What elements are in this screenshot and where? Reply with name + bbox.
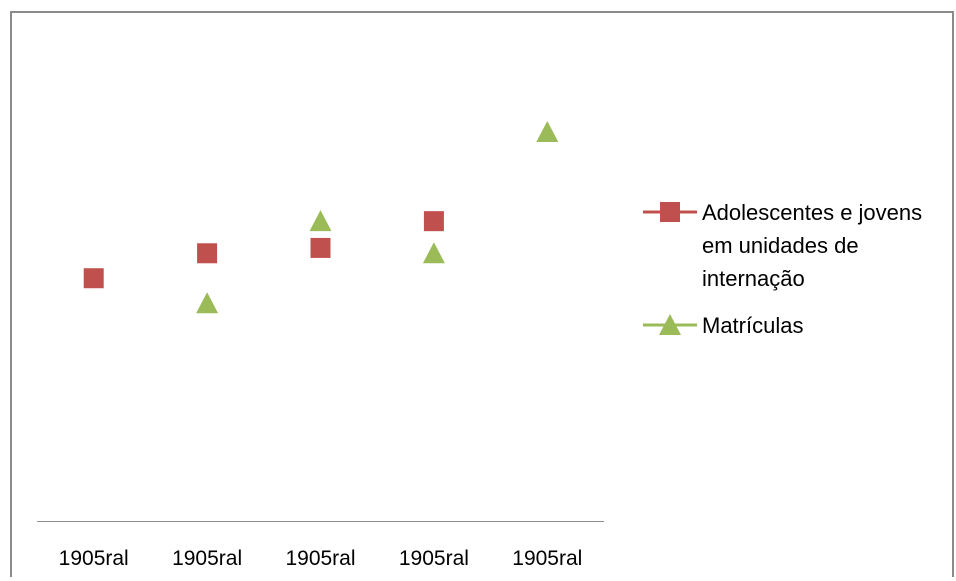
legend-label: Adolescentes e jovens: [702, 200, 922, 225]
triangle-point: [309, 210, 332, 232]
legend-marker: [659, 314, 681, 335]
x-tick-label: 1905ral: [512, 547, 582, 570]
x-tick-label: 1905ral: [285, 547, 355, 570]
legend-marker: [660, 202, 680, 222]
triangle-point: [536, 121, 559, 142]
square-point: [310, 237, 331, 258]
legend-label: Matrículas: [702, 313, 803, 338]
triangle-point: [196, 292, 219, 314]
chart-frame: [10, 11, 954, 577]
legend-label: em unidades de: [702, 233, 859, 258]
square-point: [197, 243, 218, 264]
x-tick-label: 1905ral: [172, 547, 242, 570]
square-point: [423, 211, 444, 232]
x-tick-label: 1905ral: [399, 547, 469, 570]
square-point: [83, 268, 104, 289]
triangle-point: [422, 242, 445, 264]
legend-label: internação: [702, 266, 805, 291]
x-tick-label: 1905ral: [59, 547, 129, 570]
